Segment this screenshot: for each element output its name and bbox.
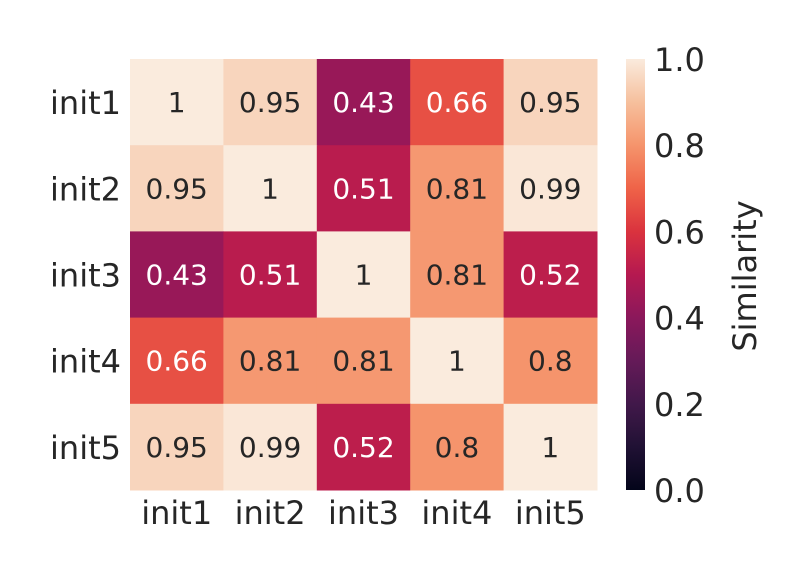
y-tick-label: init4 xyxy=(50,343,121,381)
heatmap-cell-label: 0.8 xyxy=(528,345,573,378)
heatmap-cell xyxy=(316,403,411,491)
y-axis-tick-labels: init1 init2 init3 init4 init5 xyxy=(50,84,121,467)
heatmap-cell xyxy=(130,231,224,319)
heatmap-cell xyxy=(130,317,224,405)
heatmap-cell xyxy=(316,145,411,232)
heatmap-cell xyxy=(223,145,318,232)
heatmap-cell xyxy=(130,403,224,491)
x-axis-tick-labels: init1 init2 init3 init4 init5 xyxy=(141,494,586,532)
y-tick-label: init1 xyxy=(50,84,121,122)
heatmap-cell xyxy=(223,403,318,491)
heatmap-cell-label: 0.95 xyxy=(146,431,208,464)
heatmap-cell-label: 0.99 xyxy=(519,172,581,205)
heatmap-cell xyxy=(316,231,411,319)
heatmap-cell-label: 1 xyxy=(541,431,559,464)
heatmap-cell xyxy=(316,59,411,146)
heatmap-cell xyxy=(130,59,224,146)
heatmap-cell xyxy=(503,145,598,232)
heatmap-cell-label: 0.66 xyxy=(426,86,488,119)
heatmap-cell xyxy=(130,145,224,232)
heatmap-cell xyxy=(410,59,505,146)
heatmap-cell xyxy=(503,231,598,319)
heatmap-cell-label: 0.81 xyxy=(239,345,301,378)
heatmap-cell-label: 0.51 xyxy=(239,259,301,292)
heatmap-cell xyxy=(223,317,318,405)
colorbar-tick-label: 1.0 xyxy=(654,41,705,79)
heatmap-cell-label: 1 xyxy=(168,86,186,119)
y-tick-label: init2 xyxy=(50,170,121,208)
heatmap-cell xyxy=(316,317,411,405)
colorbar-tick-label: 0.2 xyxy=(654,386,705,424)
x-tick-label: init5 xyxy=(515,494,586,532)
colorbar-tick-label: 0.6 xyxy=(654,213,705,251)
heatmap-cell xyxy=(410,317,505,405)
heatmap-cell xyxy=(223,59,318,146)
heatmap-cell xyxy=(223,231,318,319)
heatmap-cell xyxy=(503,403,598,491)
heatmap-cell xyxy=(503,59,598,146)
heatmap-cell-label: 0.43 xyxy=(332,86,394,119)
heatmap-cell-label: 1 xyxy=(261,172,279,205)
heatmap-cell-label: 1 xyxy=(355,259,373,292)
heatmap-cells: 1 0.95 0.43 0.66 0.950.95 1 0.51 0.81 0.990.43 0.… xyxy=(130,59,598,491)
heatmap-cell-label: 0.51 xyxy=(332,172,394,205)
colorbar xyxy=(626,59,645,490)
x-tick-label: init3 xyxy=(328,494,399,532)
x-tick-label: init2 xyxy=(235,494,306,532)
x-tick-label: init1 xyxy=(141,494,212,532)
heatmap-cell-label: 0.66 xyxy=(146,345,208,378)
heatmap-cell-label: 0.43 xyxy=(146,259,208,292)
heatmap-cell-label: 0.81 xyxy=(426,172,488,205)
y-tick-label: init5 xyxy=(50,429,121,467)
colorbar-tick-label: 0.4 xyxy=(654,300,705,338)
heatmap-cell xyxy=(410,145,505,232)
heatmap-cell-label: 0.81 xyxy=(332,345,394,378)
colorbar-tick-labels: 0.0 0.2 0.4 0.6 0.8 1.0 xyxy=(654,41,705,510)
colorbar-label: Similarity xyxy=(726,200,764,351)
heatmap-cell-label: 0.52 xyxy=(519,259,581,292)
heatmap-cell xyxy=(410,403,505,491)
colorbar-tick-label: 0.0 xyxy=(654,472,705,510)
heatmap-cell-label: 0.95 xyxy=(239,86,301,119)
heatmap-cell-label: 0.52 xyxy=(332,431,394,464)
heatmap-cell-label: 0.8 xyxy=(435,431,480,464)
heatmap-cell xyxy=(410,231,505,319)
colorbar-tick-label: 0.8 xyxy=(654,127,705,165)
heatmap-cell xyxy=(503,317,598,405)
heatmap-cell-label: 0.95 xyxy=(146,172,208,205)
heatmap-cell-label: 1 xyxy=(448,345,466,378)
heatmap-cell-label: 0.81 xyxy=(426,259,488,292)
x-tick-label: init4 xyxy=(421,494,492,532)
y-tick-label: init3 xyxy=(50,257,121,295)
heatmap-cell-label: 0.99 xyxy=(239,431,301,464)
heatmap-cell-label: 0.95 xyxy=(519,86,581,119)
